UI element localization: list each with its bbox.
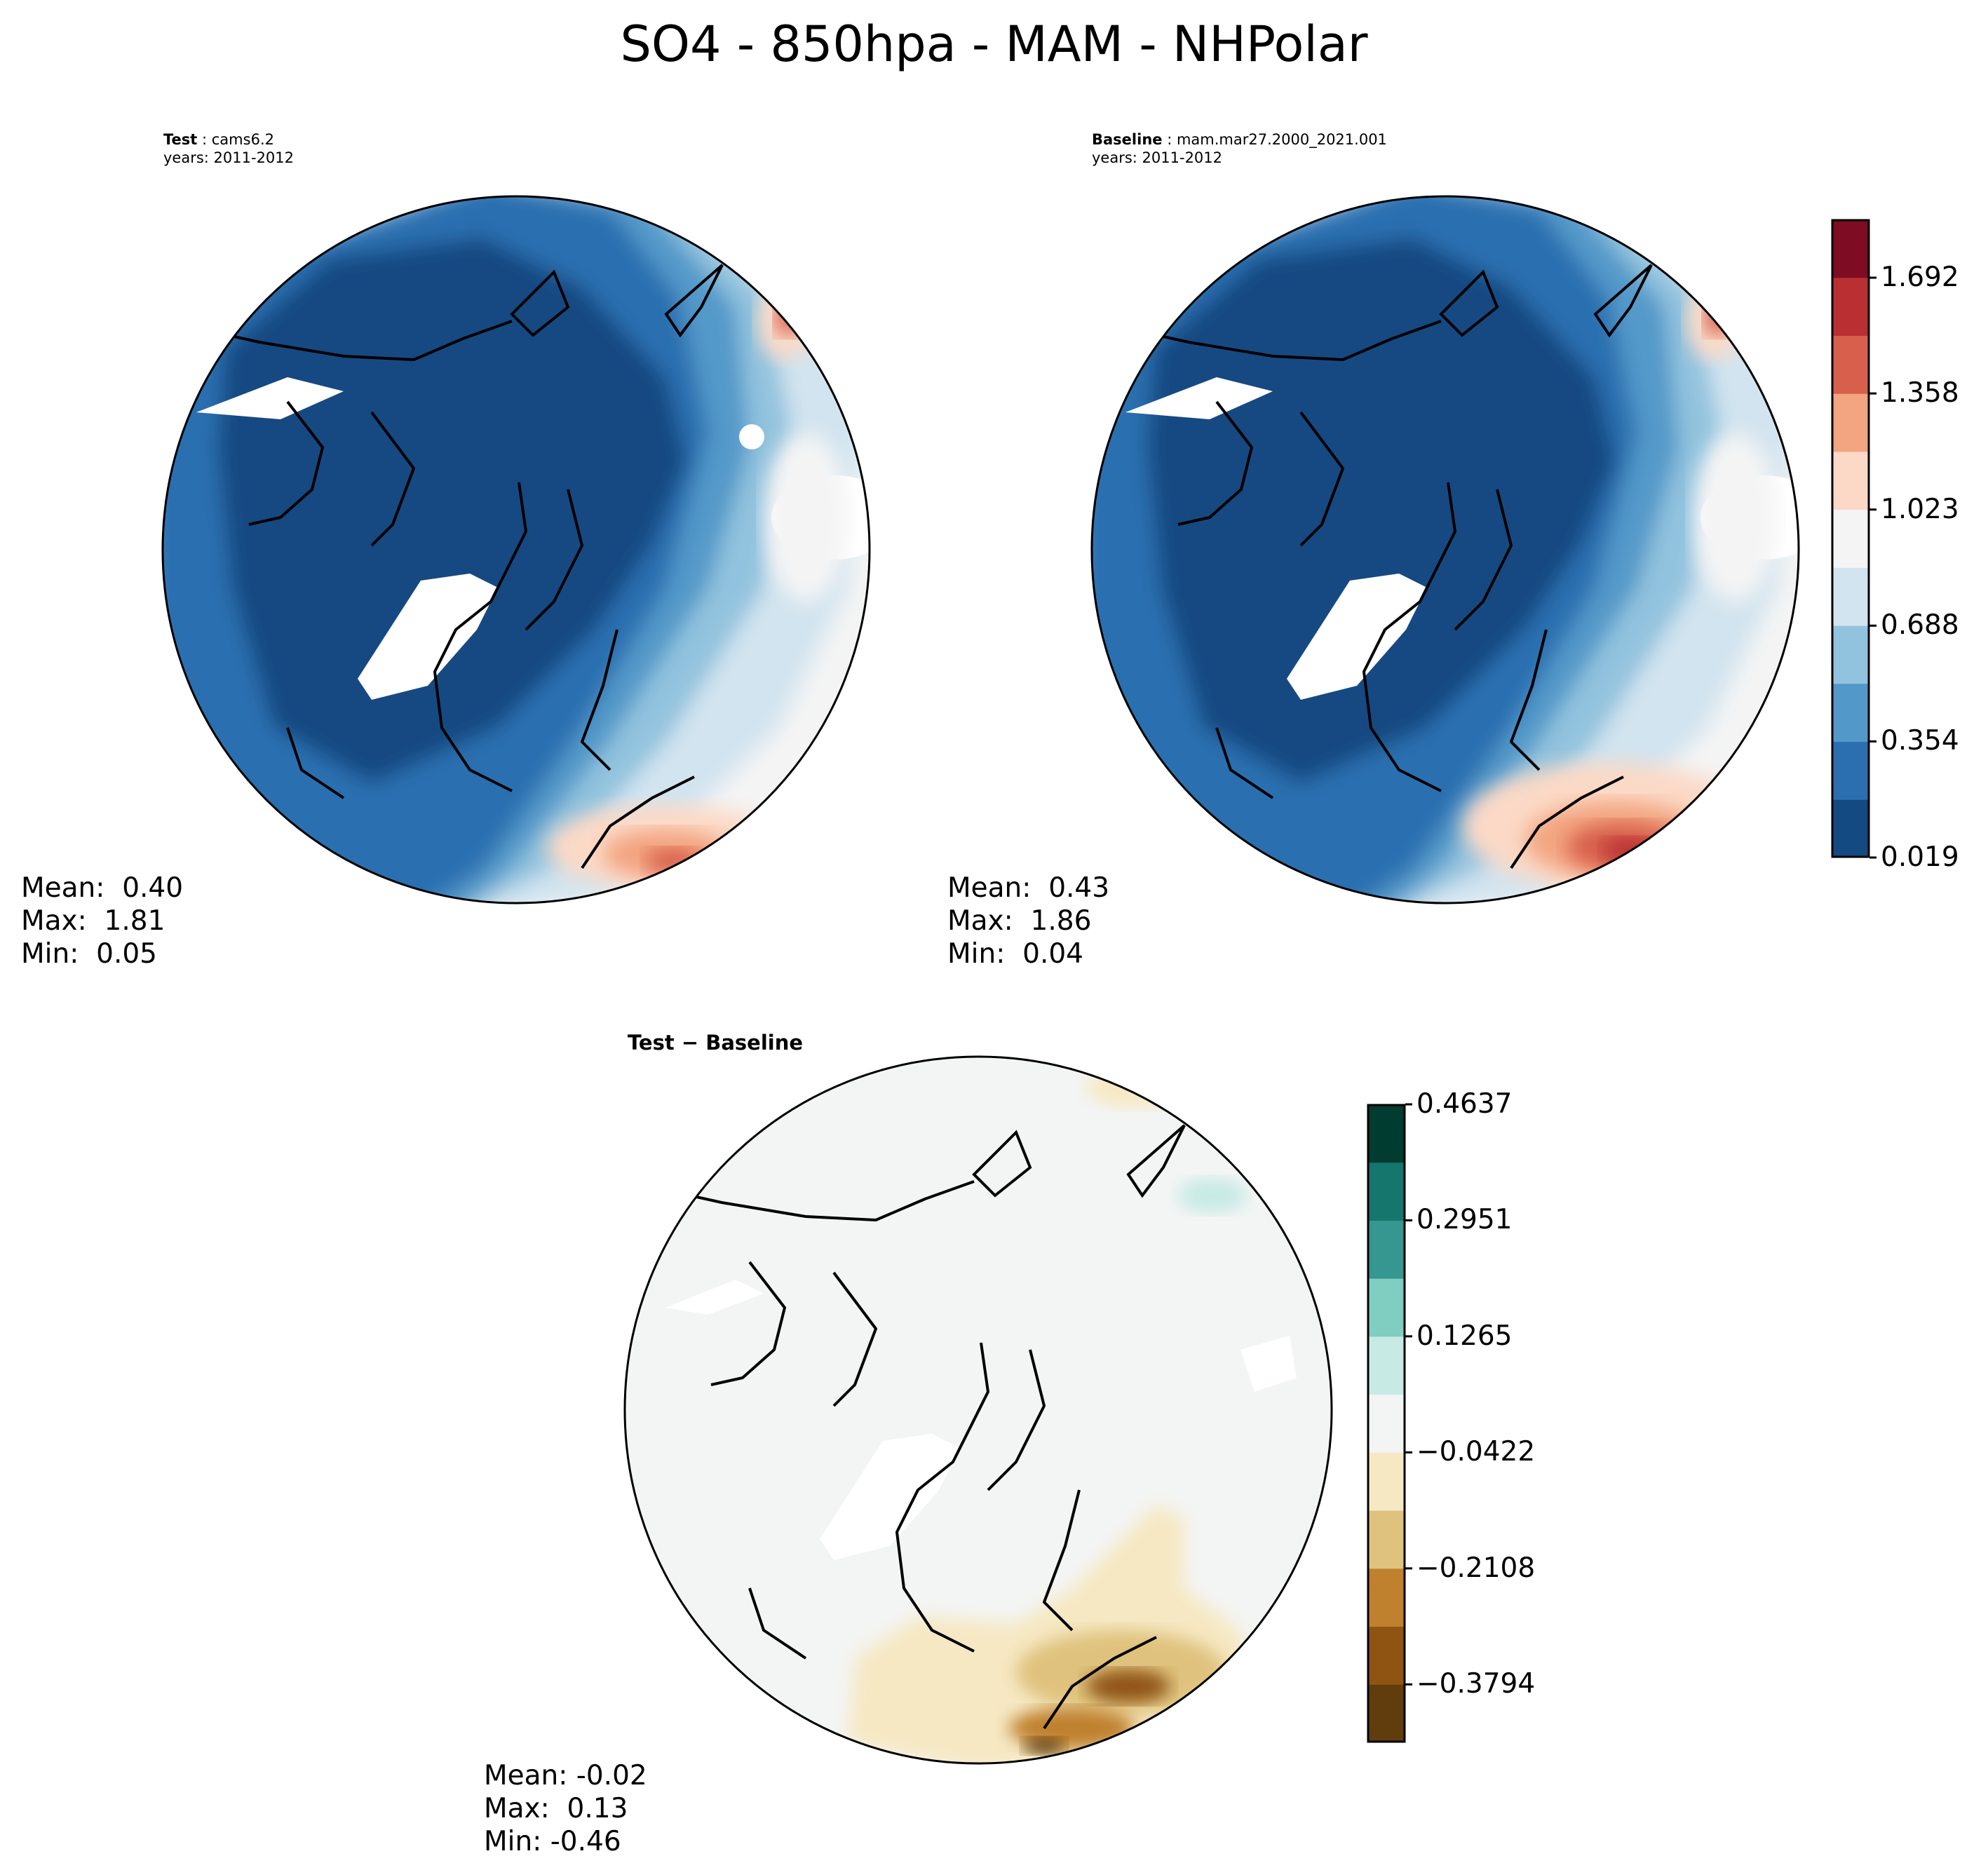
difference-colorbar-segment (1367, 1452, 1405, 1511)
baseline-mean: Mean: 0.43 (947, 872, 1110, 904)
main-colorbar-tick-label: 0.354 (1881, 725, 1959, 757)
main-colorbar-tick-label: 1.358 (1881, 377, 1959, 409)
difference-colorbar-tick-label: −0.3794 (1416, 1668, 1536, 1700)
baseline-stats: Mean: 0.43 Max: 1.86 Min: 0.04 (947, 872, 1109, 970)
baseline-case-name: : mam.mar27.2000_2021.001 (1162, 131, 1387, 148)
difference-colorbar-segment (1367, 1162, 1405, 1221)
difference-colorbar-segment (1367, 1336, 1405, 1395)
difference-colorbar-tick-label: −0.2108 (1416, 1552, 1536, 1584)
main-colorbar-tick-label: 1.692 (1881, 262, 1959, 294)
test-mean: Mean: 0.40 (21, 872, 184, 904)
test-panel-header: Test : cams6.2 years: 2011-2012 (163, 130, 294, 167)
test-polar-map (161, 195, 871, 904)
main-colorbar-tick-label: 0.688 (1881, 609, 1959, 642)
main-colorbar-segment (1832, 799, 1869, 858)
main-colorbar (1831, 219, 1877, 859)
difference-colorbar-segment (1367, 1568, 1405, 1627)
difference-colorbar-tick-label: 0.2951 (1416, 1204, 1513, 1236)
difference-max: Max: 0.13 (484, 1793, 628, 1824)
baseline-label: Baseline (1092, 131, 1163, 148)
difference-colorbar-tick-label: −0.0422 (1416, 1436, 1536, 1468)
difference-colorbar-frame (1367, 1104, 1406, 1743)
baseline-max: Max: 1.86 (947, 905, 1092, 937)
difference-stats: Mean: -0.02 Max: 0.13 Min: -0.46 (484, 1759, 647, 1858)
difference-colorbar-segment (1367, 1394, 1405, 1453)
difference-colorbar-segment (1367, 1684, 1405, 1743)
difference-colorbar-segment (1367, 1278, 1405, 1337)
difference-colorbar (1367, 1103, 1412, 1743)
difference-colorbar-segment (1367, 1104, 1405, 1163)
difference-panel-title: Test − Baseline (628, 1031, 804, 1055)
difference-colorbar-tick-label: 0.4637 (1416, 1088, 1513, 1120)
difference-colorbar-segment (1367, 1220, 1405, 1279)
main-colorbar-segment (1832, 277, 1869, 336)
difference-mean: Mean: -0.02 (484, 1760, 647, 1791)
main-colorbar-frame (1831, 219, 1870, 858)
difference-colorbar-segment (1367, 1510, 1405, 1569)
test-max: Max: 1.81 (21, 905, 165, 937)
test-years: years: 2011-2012 (163, 149, 295, 166)
difference-min: Min: -0.46 (484, 1826, 621, 1857)
main-colorbar-segment (1832, 683, 1869, 743)
main-colorbar-segment (1832, 741, 1869, 800)
main-colorbar-tick-label: 0.019 (1881, 841, 1959, 873)
main-colorbar-segment (1832, 335, 1869, 394)
main-colorbar-segment (1832, 219, 1869, 278)
test-min: Min: 0.05 (21, 938, 157, 970)
baseline-polar-map (1090, 195, 1800, 904)
main-colorbar-tick-label: 1.023 (1881, 493, 1959, 525)
main-colorbar-segment (1832, 451, 1869, 510)
difference-polar-map (623, 1055, 1333, 1765)
test-stats: Mean: 0.40 Max: 1.81 Min: 0.05 (21, 872, 183, 970)
main-colorbar-segment (1832, 393, 1869, 452)
figure-title: SO4 - 850hpa - MAM - NHPolar (620, 15, 1368, 73)
test-label: Test (163, 131, 198, 148)
difference-colorbar-tick-label: 0.1265 (1416, 1320, 1513, 1352)
baseline-min: Min: 0.04 (947, 938, 1083, 970)
baseline-years: years: 2011-2012 (1092, 149, 1223, 166)
main-colorbar-segment (1832, 625, 1869, 684)
main-colorbar-segment (1832, 509, 1869, 568)
test-case-name: : cams6.2 (197, 131, 274, 148)
difference-colorbar-segment (1367, 1626, 1405, 1685)
main-colorbar-segment (1832, 567, 1869, 626)
baseline-panel-header: Baseline : mam.mar27.2000_2021.001 years:… (1092, 130, 1387, 167)
